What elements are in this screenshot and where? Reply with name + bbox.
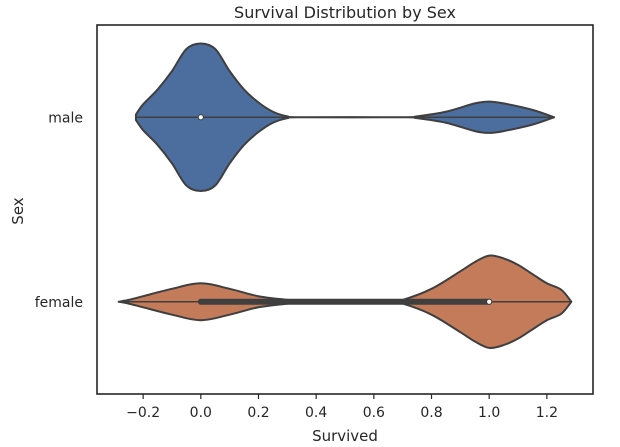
chart-title: Survival Distribution by Sex	[234, 3, 456, 22]
x-axis: −0.2 0.0 0.2 0.4 0.6 0.8 1.0 1.2	[126, 394, 558, 421]
x-tick-label: 1.2	[536, 405, 558, 421]
median-point-male	[197, 114, 204, 121]
y-axis-label: Sex	[9, 197, 27, 224]
x-tick-label: 0.6	[363, 405, 385, 421]
y-axis: male female	[35, 110, 83, 311]
x-tick-label: 1.0	[478, 405, 500, 421]
plot-area	[117, 42, 573, 349]
y-tick-label-male: male	[48, 110, 83, 126]
plot-frame	[96, 24, 594, 395]
median-point-female	[486, 298, 493, 305]
x-tick-label: 0.8	[420, 405, 442, 421]
x-tick-label: 0.2	[247, 405, 269, 421]
x-tick-label: 0.0	[190, 405, 212, 421]
y-tick-label-female: female	[35, 295, 83, 311]
x-axis-label: Survived	[312, 427, 378, 445]
x-tick-label: 0.4	[305, 405, 327, 421]
x-tick-label: −0.2	[126, 405, 160, 421]
